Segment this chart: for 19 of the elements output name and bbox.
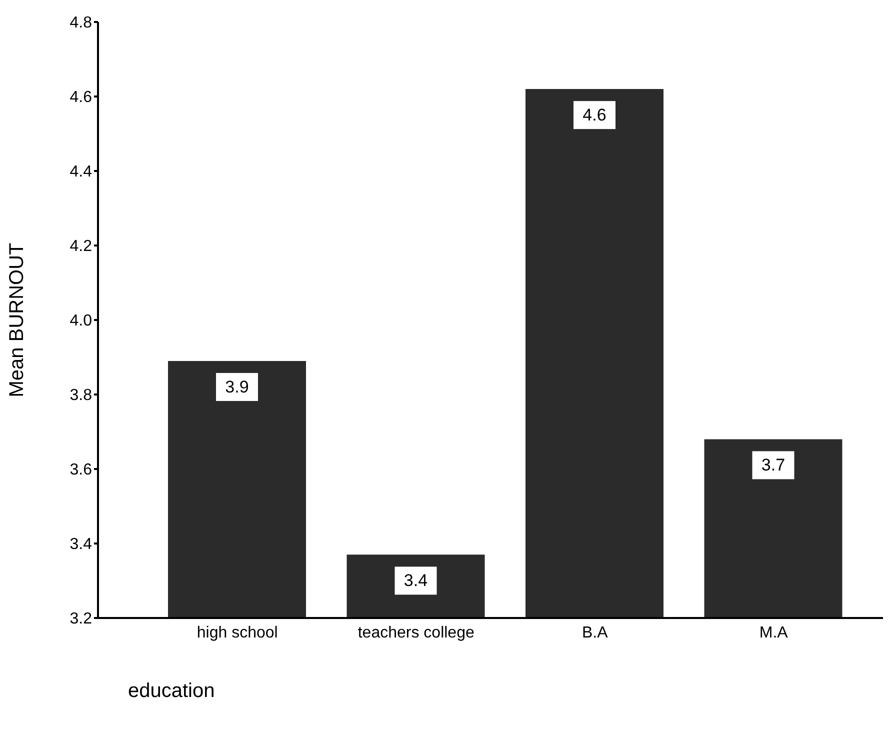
y-tick-label: 4.4 (70, 164, 92, 181)
y-tick-label: 3.4 (70, 536, 92, 554)
y-tick-label: 4.2 (70, 238, 92, 256)
data-label: 3.9 (225, 377, 249, 396)
x-tick-label: M.A (759, 624, 788, 642)
y-axis-title: Mean BURNOUT (6, 242, 28, 398)
y-tick-label: 4.6 (70, 89, 92, 106)
x-tick-label: teachers college (358, 624, 474, 642)
y-tick-label: 4.0 (70, 312, 92, 330)
x-tick-label: B.A (582, 624, 608, 642)
y-tick-label: 3.2 (70, 610, 92, 628)
data-label: 4.6 (582, 106, 606, 125)
x-axis-title: education (128, 680, 215, 703)
y-tick-label: 3.6 (70, 462, 92, 479)
data-label: 3.4 (404, 571, 428, 590)
x-tick-label: high school (196, 624, 278, 642)
y-tick-label: 3.8 (70, 387, 92, 404)
data-label: 3.7 (761, 456, 786, 475)
y-tick-label: 4.8 (70, 14, 92, 32)
